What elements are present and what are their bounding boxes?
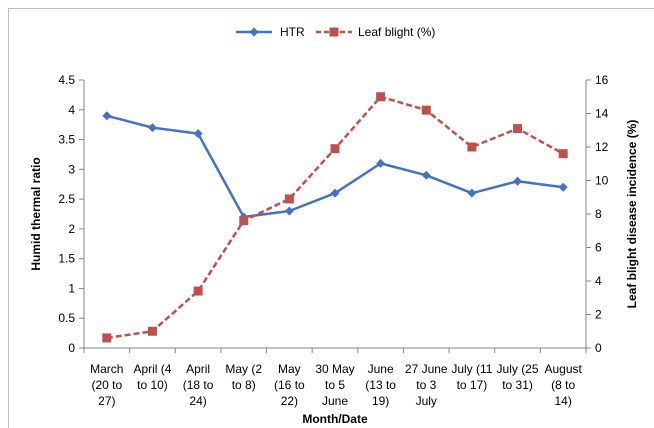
right-y-axis-title: Leaf blight disease incidence (%) — [625, 120, 639, 309]
x-axis-title: Month/Date — [302, 412, 368, 426]
legend-htr-label: HTR — [280, 25, 305, 39]
left-y-axis-title: Humid thermal ratio — [29, 157, 43, 270]
legend-htr-marker — [249, 27, 259, 37]
leaf-blight-point — [421, 105, 431, 115]
leaf-blight-point — [239, 216, 249, 226]
x-category-label: May (2 to 8) — [225, 362, 262, 392]
left-tick-label: 0 — [68, 341, 75, 355]
left-y-ticks: 0 0.5 1 1.5 2 2.5 3 3.5 4 4.5 — [58, 73, 84, 355]
right-tick-label: 10 — [595, 174, 609, 188]
x-category-label: April (18 to 24) — [183, 362, 214, 408]
leaf-blight-point — [284, 194, 294, 204]
left-tick-label: 1.5 — [58, 252, 75, 266]
left-tick-label: 0.5 — [58, 311, 75, 325]
left-tick-label: 3.5 — [58, 133, 75, 147]
x-category-label: July (25 to 31) — [497, 362, 539, 392]
leaf-blight-point — [330, 144, 340, 154]
left-tick-label: 4 — [68, 103, 75, 117]
right-tick-label: 12 — [595, 140, 609, 154]
x-category-label: March (20 to 27) — [90, 362, 123, 408]
htr-point — [330, 188, 340, 198]
left-tick-label: 1 — [68, 281, 75, 295]
htr-point — [102, 111, 112, 121]
right-tick-label: 8 — [595, 207, 602, 221]
x-category-label: June (13 to 19) — [365, 362, 396, 408]
right-tick-label: 14 — [595, 107, 609, 121]
series-layer — [102, 92, 568, 343]
right-tick-label: 4 — [595, 274, 602, 288]
left-tick-label: 3 — [68, 162, 75, 176]
legend: HTR Leaf blight (%) — [236, 25, 435, 39]
left-tick-label: 4.5 — [58, 73, 75, 87]
htr-point — [284, 206, 294, 216]
legend-leaf-blight-marker — [329, 27, 339, 37]
x-category-label: April (4 to 10) — [133, 362, 171, 392]
htr-point — [193, 129, 203, 139]
left-tick-label: 2 — [68, 222, 75, 236]
leaf-blight-point — [147, 326, 157, 336]
x-category-label: 27 June to 3 July — [405, 362, 448, 408]
right-tick-label: 0 — [595, 341, 602, 355]
right-tick-label: 6 — [595, 241, 602, 255]
legend-leaf-blight-label: Leaf blight (%) — [358, 25, 435, 39]
right-y-ticks: 0 2 4 6 8 10 12 14 16 — [586, 73, 609, 355]
leaf-blight-point — [193, 286, 203, 296]
x-category-label: July (11 to 17) — [451, 362, 492, 392]
chart-border — [8, 8, 654, 428]
leaf-blight-point — [513, 124, 523, 134]
x-category-label: August (8 to 14) — [545, 362, 583, 408]
left-tick-label: 2.5 — [58, 192, 75, 206]
leaf-blight-point — [376, 92, 386, 102]
htr-point — [147, 123, 157, 133]
leaf-blight-point — [558, 149, 568, 159]
htr-point — [513, 176, 523, 186]
right-tick-label: 16 — [595, 73, 609, 87]
x-ticks: March (20 to 27) April (4 to 10) April (18 to 2… — [83, 348, 587, 408]
leaf-blight-point — [102, 333, 112, 343]
htr-point — [467, 188, 477, 198]
leaf-blight-point — [467, 142, 477, 152]
right-tick-label: 2 — [595, 308, 602, 322]
htr-point — [376, 158, 386, 168]
x-category-label: May (16 to 22) — [274, 362, 305, 408]
htr-point — [558, 182, 568, 192]
x-category-label: 30 May to 5 June — [315, 362, 354, 408]
htr-point — [421, 170, 431, 180]
